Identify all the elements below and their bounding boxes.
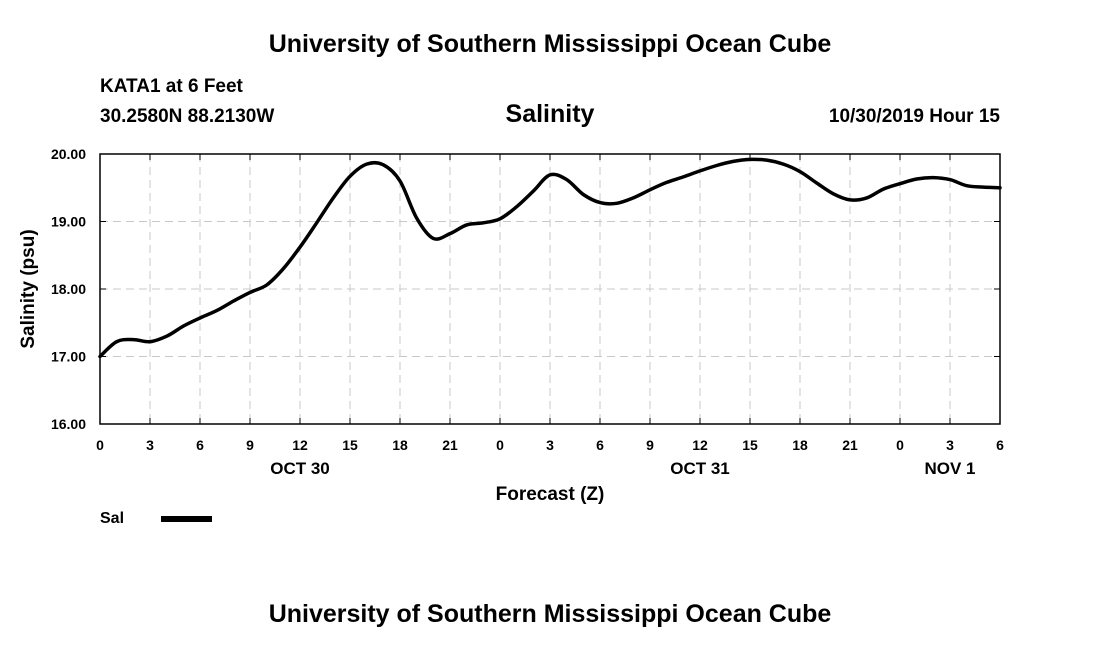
x-tick-label: 3: [946, 437, 954, 453]
x-tick-label: 3: [546, 437, 554, 453]
x-tick-label: 18: [792, 437, 808, 453]
x-tick-label: 3: [146, 437, 154, 453]
x-tick-label: 12: [692, 437, 708, 453]
axis-labels: 0 3 6 9 12 15 18 21 0 3 6 9 12 15 18 21 0 3 6 16.00 17.00 18.…: [51, 146, 1004, 478]
x-tick-label: 21: [442, 437, 458, 453]
y-axis-title: Salinity (psu): [18, 229, 39, 348]
y-tick-label: 18.00: [51, 281, 86, 297]
x-tick-label: 6: [996, 437, 1004, 453]
x-tick-label: 15: [342, 437, 358, 453]
date-label: OCT 31: [670, 459, 730, 478]
x-tick-label: 6: [596, 437, 604, 453]
footer-title: University of Southern Mississippi Ocean…: [268, 600, 832, 628]
forecast-run-time: 10/30/2019 Hour 15: [828, 106, 1000, 127]
x-tick-label: 9: [246, 437, 254, 453]
legend-label: Sal: [100, 510, 125, 527]
x-tick-label: 0: [496, 437, 504, 453]
legend-line-swatch: [161, 516, 212, 522]
x-tick-label: 0: [896, 437, 904, 453]
y-tick-label: 19.00: [51, 214, 86, 230]
series-layer: [98, 157, 1002, 359]
x-tick-label: 15: [742, 437, 758, 453]
x-tick-label: 12: [292, 437, 308, 453]
y-tick-label: 17.00: [51, 349, 86, 365]
x-tick-label: 21: [842, 437, 858, 453]
station-label: KATA1 at 6 Feet: [100, 76, 243, 97]
salinity-series-line: [98, 157, 1002, 359]
date-label: NOV 1: [924, 459, 975, 478]
plot-frame: [99, 153, 1001, 425]
coordinates-label: 30.2580N 88.2130W: [100, 106, 275, 127]
date-label: OCT 30: [270, 459, 330, 478]
x-tick-label: 0: [96, 437, 104, 453]
y-tick-label: 20.00: [51, 146, 86, 162]
page-title: University of Southern Mississippi Ocean…: [268, 30, 832, 58]
salinity-chart: 0 3 6 9 12 15 18 21 0 3 6 9 12 15 18 21 0 3 6 16.00 17.00 18.…: [18, 146, 1004, 505]
x-tick-label: 6: [196, 437, 204, 453]
x-tick-label: 9: [646, 437, 654, 453]
x-axis-title: Forecast (Z): [496, 484, 605, 505]
y-tick-label: 16.00: [51, 416, 86, 432]
chart-title: Salinity: [505, 100, 595, 128]
grid-lines: [100, 154, 1000, 424]
x-tick-label: 18: [392, 437, 408, 453]
